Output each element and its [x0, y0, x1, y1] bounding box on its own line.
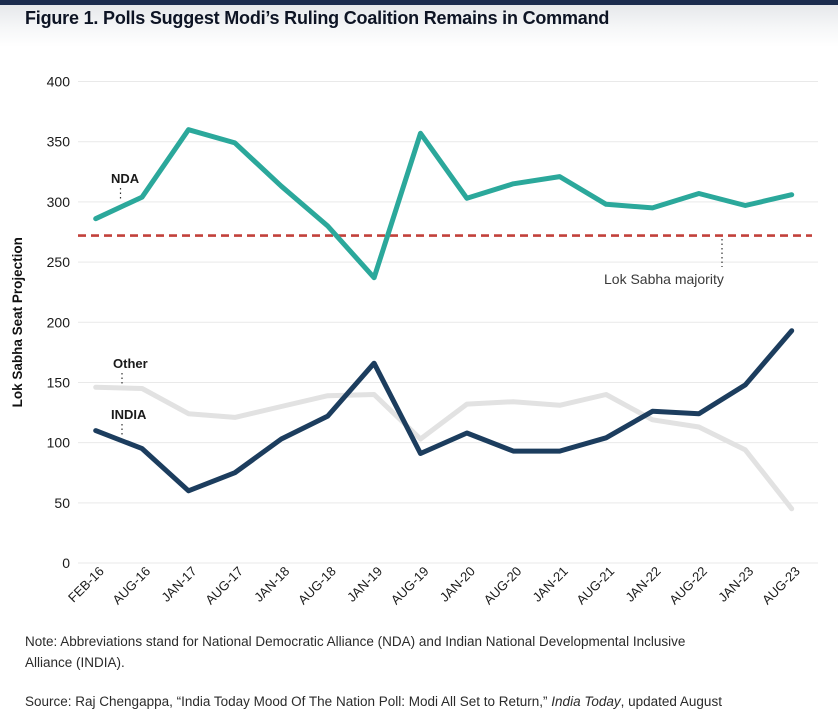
x-tick-label: AUG-23 [759, 564, 803, 608]
y-tick-label: 50 [54, 495, 70, 511]
annotation-label-india: INDIA [111, 407, 147, 422]
x-tick-label: AUG-19 [388, 564, 432, 608]
x-tick-label: JAN-17 [158, 564, 199, 605]
x-tick-label: JAN-23 [715, 564, 756, 605]
x-tick-label: AUG-22 [666, 564, 710, 608]
x-tick-label: AUG-16 [109, 564, 153, 608]
x-tick-label: AUG-17 [202, 564, 246, 608]
y-tick-label: 150 [47, 374, 71, 390]
x-tick-label: JAN-21 [530, 564, 571, 605]
x-tick-label: AUG-21 [573, 564, 617, 608]
y-tick-label: 200 [47, 314, 71, 330]
note-line-2: Alliance (INDIA). [25, 654, 125, 670]
source-publication: India Today [551, 694, 621, 709]
source-suffix: , updated August [620, 694, 722, 709]
x-tick-label: JAN-19 [344, 564, 385, 605]
y-axis-title: Lok Sabha Seat Projection [10, 237, 25, 407]
series-line-india [93, 328, 795, 494]
x-tick-label: JAN-22 [622, 564, 663, 605]
y-tick-label: 0 [62, 555, 70, 571]
y-tick-label: 250 [47, 254, 71, 270]
seat-projection-chart: 0 50 100 150 200 250 300 350 400 Lok Sabha Seat P… [10, 74, 818, 608]
series-line-other [93, 384, 795, 512]
y-tick-label: 100 [47, 435, 71, 451]
top-accent-bar [0, 0, 838, 5]
source-prefix: Source: Raj Chengappa, “India Today Mood… [25, 694, 552, 709]
note-text: Note: Abbreviations stand for National D… [25, 632, 815, 674]
y-tick-label: 400 [47, 74, 71, 90]
x-tick-label: JAN-18 [251, 564, 292, 605]
x-tick-label: AUG-18 [295, 564, 339, 608]
header-background [0, 5, 838, 47]
annotation-label-nda: NDA [111, 171, 140, 186]
y-tick-label: 300 [47, 194, 71, 210]
annotation-label-lok-sabha-majority: Lok Sabha majority [604, 271, 724, 287]
x-tick-label: JAN-20 [437, 564, 478, 605]
annotation-label-other: Other [113, 356, 148, 371]
x-tick-label: FEB-16 [65, 564, 107, 606]
figure-title: Figure 1. Polls Suggest Modi’s Ruling Co… [25, 8, 610, 28]
source-text: Source: Raj Chengappa, “India Today Mood… [25, 692, 815, 712]
x-tick-label: AUG-20 [481, 564, 525, 608]
note-line-1: Note: Abbreviations stand for National D… [25, 634, 686, 649]
y-tick-label: 350 [47, 134, 71, 150]
series-line-nda [93, 127, 795, 281]
